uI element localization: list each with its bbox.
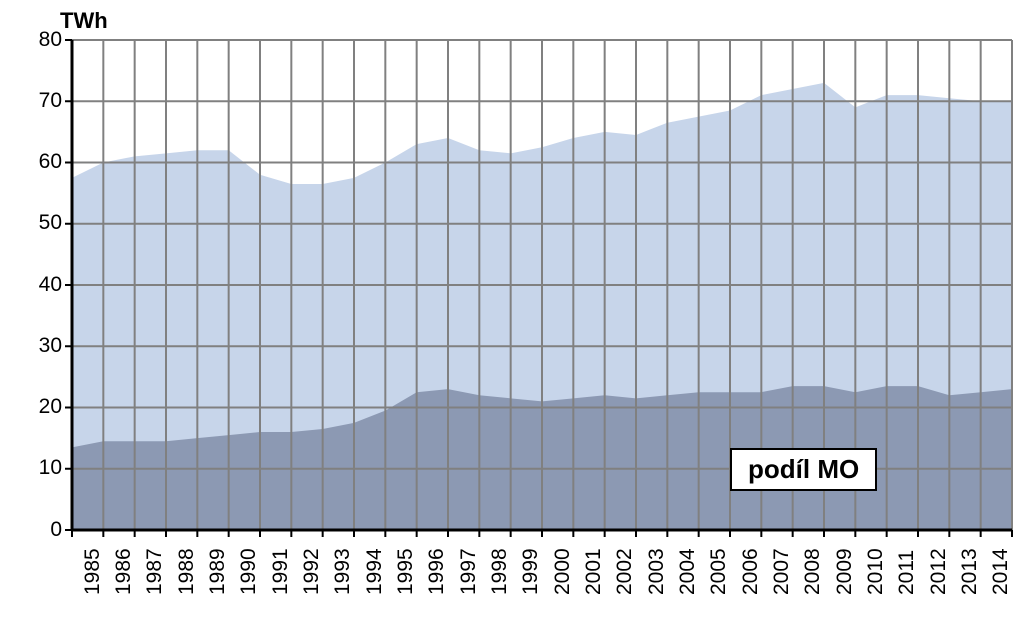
x-tick-label: 2008 [801, 548, 825, 595]
y-tick-label: 20 [22, 395, 62, 419]
x-tick-label: 1996 [425, 548, 449, 595]
y-tick-label: 0 [22, 518, 62, 542]
x-tick-label: 1986 [112, 548, 136, 595]
x-tick-label: 2014 [989, 548, 1013, 595]
x-tick-label: 1998 [488, 548, 512, 595]
x-tick-label: 1997 [457, 548, 481, 595]
y-tick-label: 30 [22, 334, 62, 358]
x-tick-label: 2012 [927, 548, 951, 595]
y-axis-title: TWh [60, 8, 108, 34]
x-tick-label: 2013 [958, 548, 982, 595]
x-tick-label: 1988 [175, 548, 199, 595]
x-tick-label: 1992 [300, 548, 324, 595]
y-tick-label: 10 [22, 456, 62, 480]
x-tick-label: 2001 [582, 548, 606, 595]
y-tick-label: 70 [22, 89, 62, 113]
x-tick-label: 1990 [237, 548, 261, 595]
x-tick-label: 2000 [551, 548, 575, 595]
x-tick-label: 2003 [645, 548, 669, 595]
x-tick-label: 1989 [206, 548, 230, 595]
x-tick-label: 2005 [707, 548, 731, 595]
x-tick-label: 2009 [833, 548, 857, 595]
x-tick-label: 1985 [81, 548, 105, 595]
y-tick-label: 60 [22, 150, 62, 174]
chart-container: TWh podíl MO 0 10 20 30 40 50 60 70 80 1985 1986 19… [0, 0, 1024, 629]
x-tick-label: 2015 [1021, 548, 1024, 595]
x-tick-label: 2011 [895, 550, 919, 595]
y-tick-label: 40 [22, 273, 62, 297]
x-tick-label: 1994 [363, 548, 387, 595]
x-tick-label: 1999 [519, 548, 543, 595]
x-tick-label: 1991 [269, 548, 293, 595]
x-tick-label: 2006 [739, 548, 763, 595]
x-tick-label: 2004 [676, 548, 700, 595]
x-tick-label: 1995 [394, 548, 418, 595]
y-tick-label: 80 [22, 28, 62, 52]
y-tick-label: 50 [22, 211, 62, 235]
x-tick-label: 1987 [143, 548, 167, 595]
x-tick-label: 2010 [864, 548, 888, 595]
x-tick-label: 2007 [770, 548, 794, 595]
x-tick-label: 1993 [331, 548, 355, 595]
legend: podíl MO [730, 448, 877, 491]
x-tick-label: 2002 [613, 548, 637, 595]
